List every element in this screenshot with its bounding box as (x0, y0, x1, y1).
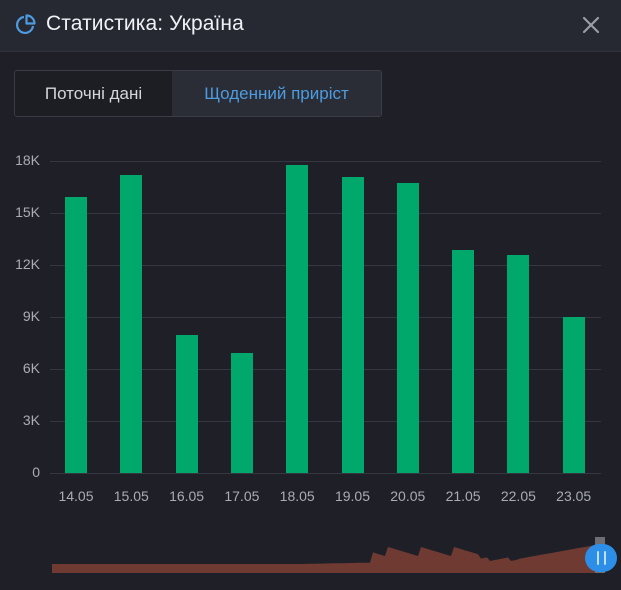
tab-current-data[interactable]: Поточні дані (15, 71, 172, 116)
gridline (50, 421, 601, 422)
navigator-handle[interactable] (585, 544, 617, 572)
navigator-series (52, 544, 600, 573)
bar-20.05[interactable] (396, 182, 419, 473)
x-axis-tick: 20.05 (390, 488, 426, 504)
dialog-title: Статистика: Україна (46, 12, 244, 35)
gridline (50, 473, 601, 474)
bar-16.05[interactable] (175, 335, 198, 473)
gridline (50, 161, 601, 162)
gridline (50, 265, 601, 266)
x-axis-tick: 18.05 (279, 488, 315, 504)
bar-15.05[interactable] (120, 174, 143, 473)
x-axis-tick: 19.05 (334, 488, 371, 504)
bar-14.05[interactable] (65, 196, 87, 473)
y-axis-tick: 3K (22, 412, 40, 428)
y-axis-tick: 9K (22, 308, 40, 324)
grip-icon (596, 551, 599, 565)
bar-17.05[interactable] (230, 353, 253, 473)
bar-22.05[interactable] (507, 254, 530, 473)
y-axis-tick: 15K (15, 204, 40, 220)
y-axis-tick: 6K (22, 360, 40, 376)
x-axis-tick: 17.05 (224, 488, 260, 504)
y-axis-tick: 18K (15, 152, 40, 168)
x-axis-tick: 15.05 (113, 488, 149, 504)
y-axis-tick: 0 (32, 464, 40, 480)
y-axis-tick: 12K (15, 256, 40, 272)
tab-daily-growth[interactable]: Щоденний приріст (172, 71, 381, 116)
grip-icon (603, 551, 606, 565)
dialog-header: Статистика: Україна (0, 0, 621, 52)
gridline (50, 317, 601, 318)
x-axis-tick: 23.05 (556, 488, 592, 504)
range-navigator[interactable] (0, 530, 621, 580)
bar-chart: 0 3K 6K 9K 12K 15K 18K 14.05 15.05 16.05 17.05 18.0… (0, 140, 621, 515)
x-axis-tick: 14.05 (58, 488, 94, 504)
x-axis-tick: 21.05 (445, 488, 481, 504)
bar-19.05[interactable] (341, 176, 364, 473)
gridline (50, 213, 601, 214)
x-axis-tick: 22.05 (500, 488, 536, 504)
bar-21.05[interactable] (452, 250, 475, 473)
pie-chart-icon (15, 14, 36, 35)
bar-23.05[interactable] (562, 317, 585, 473)
x-axis-tick: 16.05 (169, 488, 205, 504)
bar-18.05[interactable] (286, 165, 309, 473)
close-icon[interactable] (580, 14, 602, 36)
view-tabs: Поточні дані Щоденний приріст (14, 70, 382, 117)
gridline (50, 369, 601, 370)
